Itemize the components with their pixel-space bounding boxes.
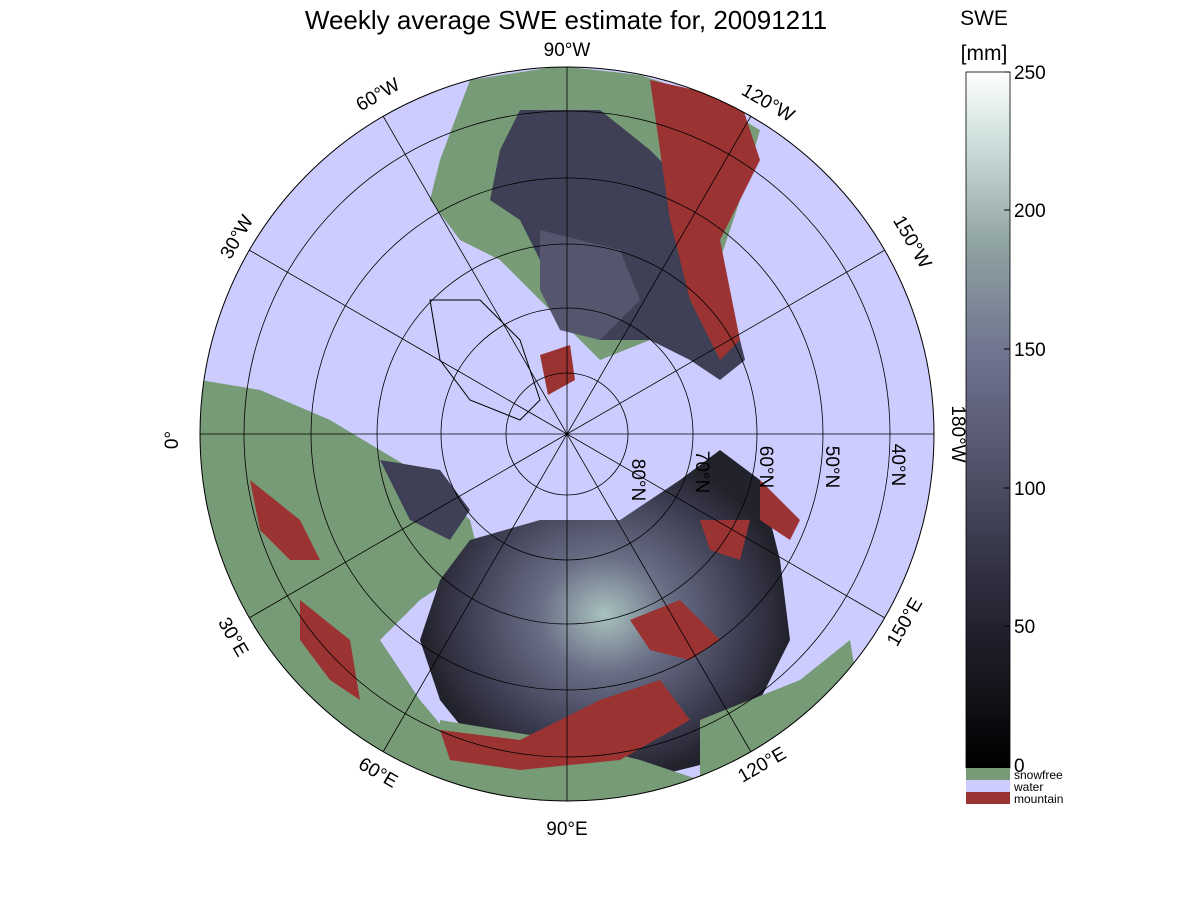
legend-label-snowfree: snowfree xyxy=(1014,768,1063,782)
greenland-outline xyxy=(429,299,541,421)
meridian-lines xyxy=(200,67,934,801)
colorbar-tick-100: 100 xyxy=(1014,479,1046,500)
lat-label-50n: 50°N xyxy=(821,446,842,488)
colorbar-tick-150: 150 xyxy=(1014,340,1046,361)
lon-label-60e: 60°E xyxy=(355,754,401,793)
lon-label-30e: 30°E xyxy=(213,614,252,660)
siberia-snow xyxy=(420,450,790,780)
lon-label-0: 0° xyxy=(162,431,183,449)
legend-swatch-water xyxy=(966,780,1010,792)
central-asia-mountain xyxy=(440,680,690,770)
greenland-mountain xyxy=(540,345,575,395)
lon-label-90e: 90°E xyxy=(546,819,587,840)
legend-swatch-snowfree xyxy=(966,768,1010,780)
lon-label-150w: 150°W xyxy=(888,212,935,272)
lat-label-60n: 60°N xyxy=(755,446,776,488)
legend-swatch-mountain xyxy=(966,792,1010,804)
colorbar-title-line1: SWE xyxy=(960,7,1008,30)
lon-label-180w: 180°W xyxy=(947,405,968,462)
scandinavia-snow xyxy=(380,460,470,540)
legend-label-water: water xyxy=(1013,780,1043,794)
colorbar-title-line2: [mm] xyxy=(961,42,1008,65)
lon-label-90w: 90°W xyxy=(544,40,591,61)
lat-label-40n: 40°N xyxy=(887,444,908,486)
latitude-labels: 80°N 70°N 60°N 50°N 40°N xyxy=(627,444,908,501)
colorbar-tick-200: 200 xyxy=(1014,201,1046,222)
siberia-mountain-patches xyxy=(630,520,750,660)
colorbar-tick-50: 50 xyxy=(1014,617,1035,638)
north-america-mountain xyxy=(650,80,760,360)
colorbar-gradient xyxy=(965,71,1011,769)
colorbar-tick-marks xyxy=(1004,71,1010,765)
north-america-snow xyxy=(490,110,745,380)
europe-mountain-patches xyxy=(250,480,360,700)
colorbar: SWE [mm] 0 50 100 150 200 250 snowfree w… xyxy=(960,7,1063,806)
lat-label-80n: 80°N xyxy=(627,459,648,501)
lat-label-70n: 70°N xyxy=(691,451,712,493)
chart-title: Weekly average SWE estimate for, 2009121… xyxy=(305,5,827,35)
canadian-arctic-snow xyxy=(540,230,640,340)
kamchatka-mountain xyxy=(760,480,800,540)
legend-label-mountain: mountain xyxy=(1014,792,1063,806)
colorbar-tick-250: 250 xyxy=(1014,63,1046,84)
colorbar-tick-0: 0 xyxy=(1014,756,1025,777)
